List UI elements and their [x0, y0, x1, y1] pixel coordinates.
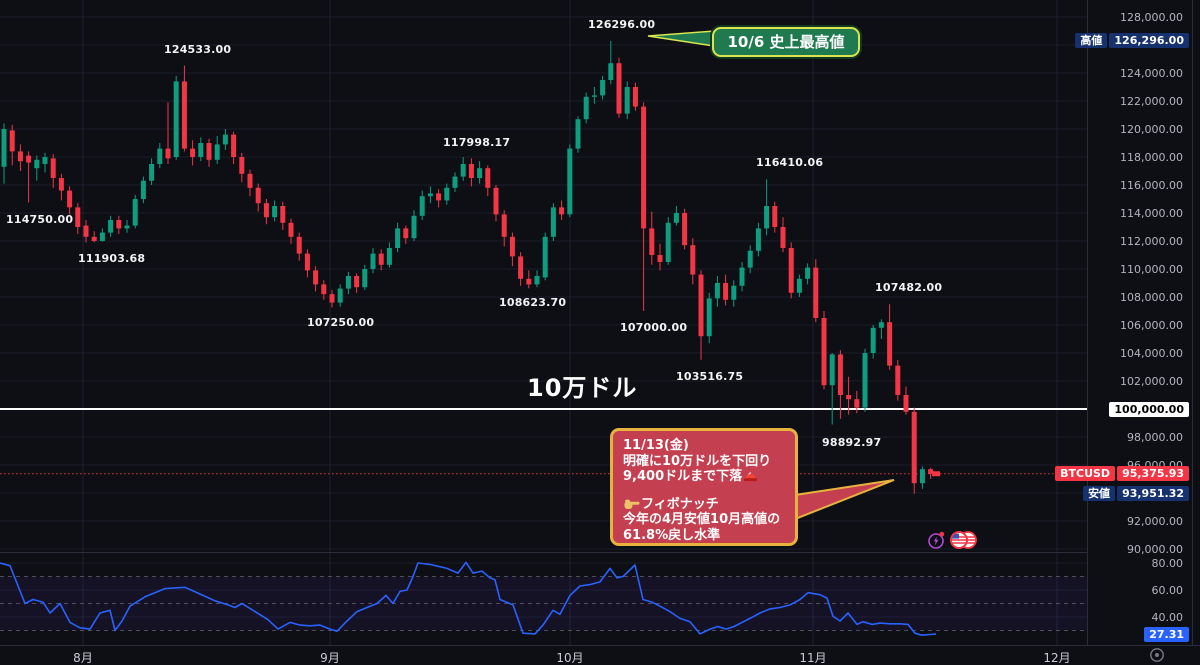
month-label: 10月: [556, 651, 584, 665]
price-tick-label: 108,000.00: [1120, 290, 1183, 304]
crash-callout-line: 9,400ドルまで下落: [623, 469, 785, 485]
crash-callout-line: 11/13(金): [623, 438, 689, 453]
price-tick-label: 128,000.00: [1120, 10, 1183, 24]
candle-price-label: 103516.75: [676, 370, 744, 383]
month-label: 9月: [320, 651, 340, 665]
price-chart-canvas[interactable]: [0, 0, 1087, 645]
crash-callout-line: 明確に10万ドルを下回り: [623, 453, 772, 469]
price-tick-label: 92,000.00: [1127, 514, 1183, 528]
month-label: 8月: [73, 651, 93, 665]
month-label: 11月: [799, 651, 827, 665]
event-lightning-icon[interactable]: [928, 531, 945, 549]
price-tick-label: 104,000.00: [1120, 346, 1183, 360]
candle-price-label: 107250.00: [307, 316, 375, 329]
candle-price-label: 114750.00: [6, 213, 74, 226]
siren-icon: [744, 472, 758, 482]
month-label: 12月: [1043, 651, 1071, 665]
price-tick-label: 114,000.00: [1120, 206, 1183, 220]
candle-price-label: 111903.68: [78, 252, 146, 265]
price-tick-label: 122,000.00: [1120, 94, 1183, 108]
price-tick-label: 110,000.00: [1120, 262, 1183, 276]
crash-callout-line: 61.8%戻し水準: [623, 527, 721, 543]
candle-price-label: 116410.06: [756, 156, 824, 169]
candle-price-label: 98892.97: [822, 436, 882, 449]
candle-price-label: 107482.00: [875, 281, 943, 294]
price-tick-label: 106,000.00: [1120, 318, 1183, 332]
100k-dollar-label: 10万ドル: [527, 374, 638, 402]
high-value-badge: 126,296.00: [1109, 33, 1189, 49]
high-label-badge: 高値: [1075, 33, 1108, 49]
crash-callout[interactable]: 11/13(金) 明確に10万ドルを下回り 9,400ドルまで下落 フィボナッチ…: [610, 428, 798, 546]
price-tick-label: 112,000.00: [1120, 234, 1183, 248]
price-tick-label: 124,000.00: [1120, 66, 1183, 80]
low-value-badge: 93,951.32: [1117, 486, 1189, 502]
time-axis[interactable]: 8月 9月 10月 11月 12月: [0, 645, 1200, 665]
candle-price-label: 107000.00: [620, 321, 688, 334]
ath-callout[interactable]: 10/6 史上最高値: [712, 27, 860, 57]
candle-price-label: 124533.00: [164, 43, 232, 56]
last-price-badge: 95,375.93: [1117, 466, 1189, 482]
100k-line-price-badge: 100,000.00: [1109, 401, 1189, 417]
price-tick-label: 90,000.00: [1127, 542, 1183, 556]
crash-callout-line: フィボナッチ: [623, 497, 785, 513]
candle-price-label: 108623.70: [499, 296, 567, 309]
low-label-badge: 安値: [1083, 486, 1116, 502]
rsi-tick-label: 40.00: [1151, 610, 1184, 624]
candle-price-label: 126296.00: [588, 18, 656, 31]
timezone-button[interactable]: [1148, 646, 1166, 664]
rsi-tick-label: 80.00: [1151, 556, 1184, 570]
price-tick-label: 120,000.00: [1120, 122, 1183, 136]
rsi-value-badge: 27.31: [1144, 626, 1189, 642]
pointing-finger-icon: [624, 499, 640, 509]
price-tick-label: 116,000.00: [1120, 178, 1183, 192]
candle-price-label: 117998.17: [443, 136, 511, 149]
rsi-tick-label: 60.00: [1151, 583, 1184, 597]
price-tick-label: 118,000.00: [1120, 150, 1183, 164]
us-economic-events-icon[interactable]: [950, 531, 977, 549]
price-axis[interactable]: 128,000.00 124,000.00 122,000.00 120,000.00…: [1055, 0, 1193, 645]
symbol-badge: BTCUSD: [1055, 466, 1116, 482]
crash-callout-line: 今年の4月安値10月高値の: [623, 512, 781, 527]
price-tick-label: 98,000.00: [1127, 430, 1183, 444]
price-tick-label: 102,000.00: [1120, 374, 1183, 388]
crash-callout-spacer: [623, 485, 785, 497]
